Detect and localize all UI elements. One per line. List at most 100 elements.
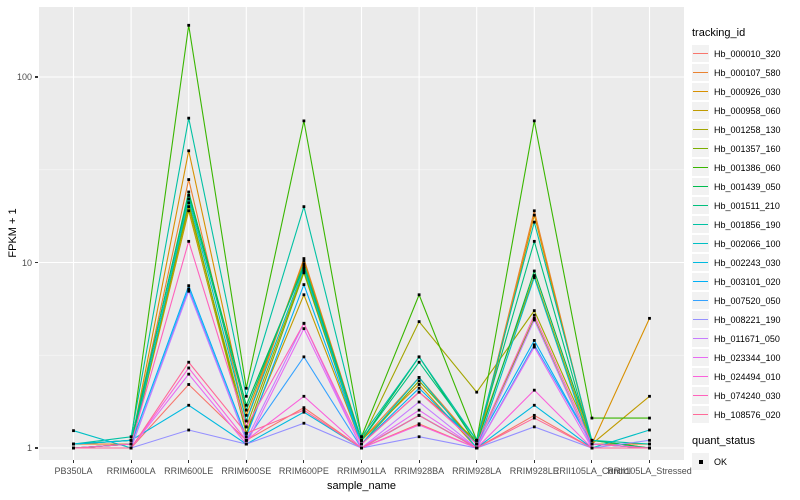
legend-item-Hb_000010_320: Hb_000010_320 <box>692 45 798 62</box>
legend-item-Hb_008221_190: Hb_008221_190 <box>692 311 798 328</box>
legend-item-label: Hb_002066_100 <box>714 238 781 249</box>
legend-key-icon <box>692 102 709 119</box>
data-point <box>532 119 536 123</box>
data-point <box>302 293 306 297</box>
legend-key-icon <box>692 292 709 309</box>
data-point <box>244 442 248 446</box>
legend-item-Hb_000958_060: Hb_000958_060 <box>692 102 798 119</box>
legend-item-label: Hb_008221_190 <box>714 314 781 325</box>
series-color-swatch <box>693 166 708 169</box>
legend-items: Hb_000010_320 Hb_000107_580 Hb_000926_030 H… <box>692 45 798 423</box>
data-point <box>417 400 421 404</box>
data-point <box>72 446 75 450</box>
data-point <box>187 209 191 213</box>
data-point <box>648 442 651 446</box>
data-point <box>417 386 421 390</box>
data-point <box>532 213 536 217</box>
data-point <box>532 209 536 213</box>
series-color-swatch <box>693 109 708 112</box>
data-point <box>360 446 363 450</box>
series-color-swatch <box>693 71 708 74</box>
data-point <box>475 438 479 442</box>
legend-item-Hb_001258_130: Hb_001258_130 <box>692 121 798 138</box>
legend-key-icon <box>692 159 709 176</box>
data-point <box>302 269 306 273</box>
data-point <box>302 410 306 414</box>
data-point <box>187 239 191 243</box>
data-point <box>187 284 191 288</box>
data-point <box>187 205 191 209</box>
legend-key-icon <box>692 178 709 195</box>
data-point <box>302 271 306 275</box>
data-point <box>532 343 536 347</box>
data-point <box>302 119 306 123</box>
data-point <box>475 442 479 446</box>
legend-key-icon <box>692 368 709 385</box>
data-point <box>187 190 191 194</box>
legend-item-Hb_001357_160: Hb_001357_160 <box>692 140 798 157</box>
data-point <box>532 413 536 417</box>
legend-item-Hb_023344_100: Hb_023344_100 <box>692 349 798 366</box>
legend-item-label: Hb_001511_210 <box>714 200 780 211</box>
data-point <box>244 413 248 417</box>
x-tick-label-RRII105LA_Control: RRII105LA_Control <box>552 466 631 476</box>
series-color-swatch <box>693 261 708 264</box>
data-point <box>417 435 421 439</box>
data-point <box>417 413 421 417</box>
data-point <box>417 423 421 427</box>
series-color-swatch <box>693 394 708 397</box>
data-point <box>302 262 306 266</box>
data-point <box>302 327 306 331</box>
data-point <box>187 360 191 364</box>
data-point <box>417 360 421 364</box>
legend-key-icon <box>692 197 709 214</box>
data-point <box>648 428 651 432</box>
data-point <box>244 386 248 390</box>
data-point <box>302 406 306 410</box>
legend-key-icon <box>692 83 709 100</box>
data-point <box>417 383 421 386</box>
legend-item-Hb_002066_100: Hb_002066_100 <box>692 235 798 252</box>
legend-item-label: Hb_000958_060 <box>714 105 781 116</box>
data-point <box>244 438 248 442</box>
y-tick-label: 100 <box>16 72 32 82</box>
data-point <box>302 421 306 425</box>
data-point <box>244 425 248 429</box>
data-point <box>129 446 133 450</box>
legend-item-label: OK <box>714 456 728 467</box>
data-point <box>417 293 421 297</box>
data-point <box>532 316 536 320</box>
legend-item-label: Hb_007520_050 <box>714 295 781 306</box>
legend-item-label: Hb_001439_050 <box>714 181 781 192</box>
data-point <box>417 320 421 324</box>
series-color-swatch <box>693 128 708 131</box>
legend-key-icon <box>692 349 709 366</box>
data-point <box>244 394 248 398</box>
data-point <box>187 289 191 293</box>
data-point <box>590 416 594 420</box>
data-point <box>244 419 248 423</box>
data-point <box>302 355 306 359</box>
legend-item-label: Hb_003101_020 <box>714 276 781 287</box>
legend-item-Hb_001386_060: Hb_001386_060 <box>692 159 798 176</box>
data-point <box>72 442 75 446</box>
series-color-swatch <box>693 204 708 207</box>
series-color-swatch <box>693 223 708 226</box>
legend-item-quant-ok: OK <box>692 453 798 470</box>
legend-item-label: Hb_023344_100 <box>714 352 781 363</box>
data-point <box>648 416 651 420</box>
data-point <box>532 345 536 349</box>
data-point <box>302 321 306 325</box>
y-tick-label: 1 <box>26 443 32 453</box>
series-color-swatch <box>693 242 708 245</box>
legend-item-label: Hb_001357_160 <box>714 143 781 154</box>
data-point <box>417 355 421 359</box>
legend-item-label: Hb_011671_050 <box>714 333 780 344</box>
data-point <box>590 446 594 450</box>
legend-key-icon <box>692 273 709 290</box>
data-point <box>129 438 133 442</box>
data-point <box>532 403 536 407</box>
data-point <box>302 408 306 412</box>
series-color-swatch <box>693 185 708 188</box>
